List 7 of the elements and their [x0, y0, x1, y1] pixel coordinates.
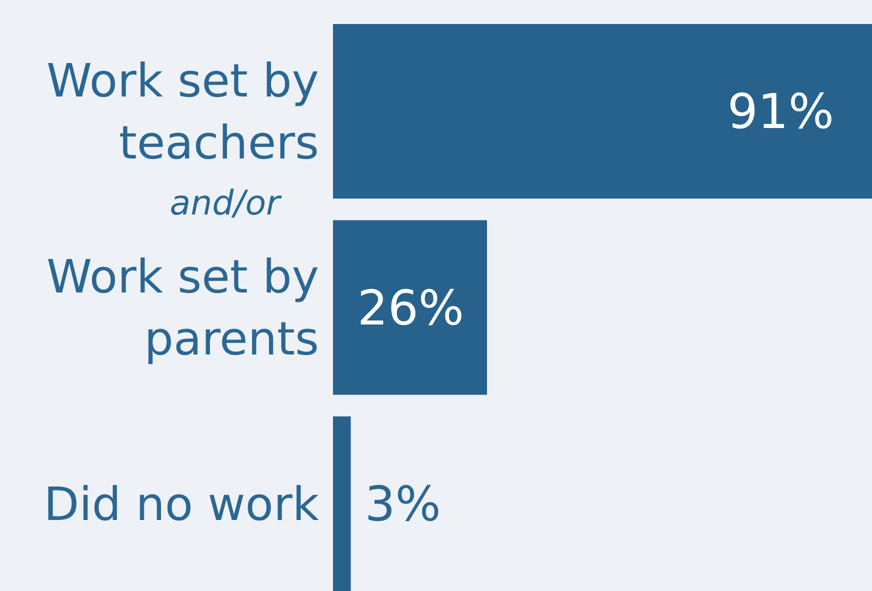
y-tick-label: Did no work [44, 476, 320, 531]
data-label: 91% [727, 84, 834, 140]
y-tick-label: Work set by teachers [46, 53, 319, 170]
y-tick-label: Work set by parents [46, 250, 319, 366]
data-label: 26% [357, 280, 464, 336]
data-label: 3% [364, 476, 441, 532]
text: and/or [170, 184, 282, 224]
